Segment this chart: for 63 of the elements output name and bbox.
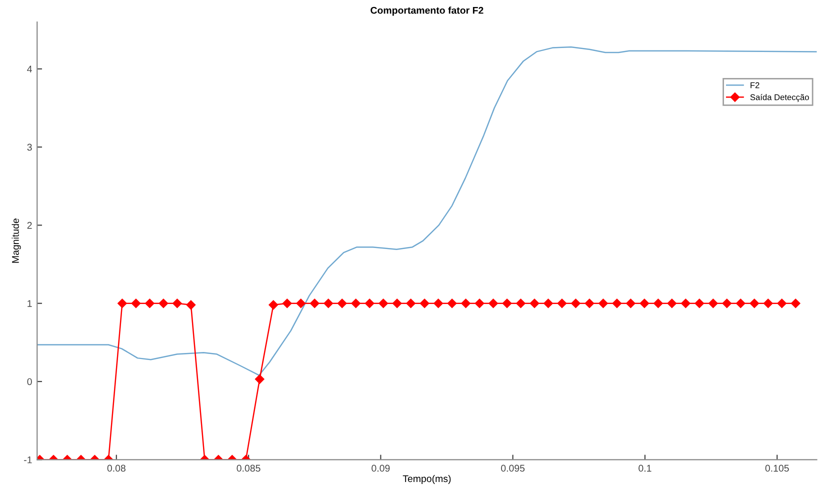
point [750,298,760,308]
point [736,298,746,308]
legend-label: F2 [750,82,760,88]
y-tick-label: 0 [27,378,32,386]
point [392,298,402,308]
x-tick-label: 0.09 [372,464,390,472]
point [158,298,168,308]
point [516,298,526,308]
point [378,298,388,308]
point [282,298,292,308]
x-axis-title: Tempo(ms) [402,474,451,484]
point [296,298,306,308]
y-tick-label: 1 [28,300,32,307]
x-tick-label: 0.1 [638,464,652,472]
point [172,298,182,308]
y-tick-label: -1 [24,456,32,464]
point [434,298,443,308]
point [186,300,196,310]
point [544,298,553,308]
point [268,300,278,310]
point [474,298,484,308]
point [598,298,608,308]
point [777,298,786,308]
point [557,298,567,308]
y-axis-title: Magnitude [12,218,21,263]
point [420,298,430,308]
point [502,298,512,308]
point [764,298,773,308]
point [681,298,690,308]
point [708,298,718,308]
chart-title: Comportamento fator F2 [370,6,484,16]
x-tick-label: 0.095 [501,464,525,472]
point [667,298,677,308]
point [612,298,622,308]
point [530,298,540,308]
legend-label: Saída Detecção [750,94,809,102]
point [351,298,360,308]
y-tick-label: 3 [27,144,32,151]
x-tick-label: 0.08 [107,464,126,472]
point [461,298,470,308]
x-tick-label: 0.085 [236,464,260,472]
point [790,298,800,308]
point [640,298,650,308]
point [626,298,636,308]
point [694,298,704,308]
point [654,298,663,308]
point [337,298,347,308]
point [118,298,127,308]
point [145,298,154,308]
point [584,298,594,308]
point [310,298,320,308]
x-tick-label: 0.105 [765,464,789,472]
y-tick-label: 2 [27,222,32,229]
y-tick-label: 4 [27,66,32,72]
point [255,374,264,384]
point [571,298,580,308]
point [131,298,141,308]
point [364,298,374,308]
point [324,298,333,308]
point [447,298,457,308]
point [722,298,732,308]
point [488,298,498,308]
point [406,298,416,308]
